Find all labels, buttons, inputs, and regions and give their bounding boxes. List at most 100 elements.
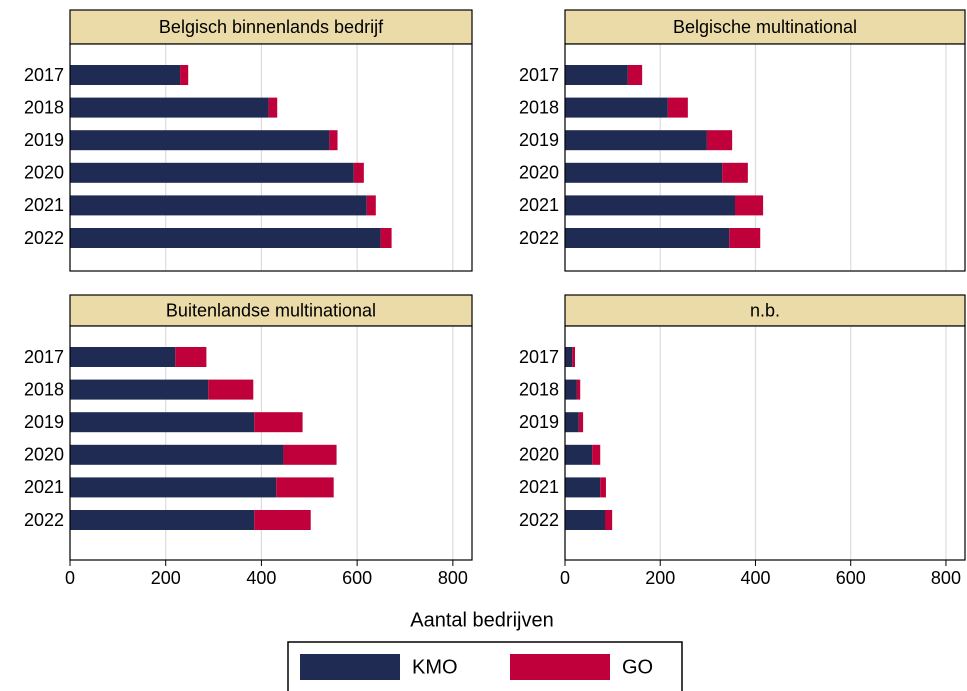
bar-segment bbox=[353, 162, 364, 183]
bar-segment bbox=[380, 228, 392, 248]
y-tick-label: 2017 bbox=[519, 347, 559, 367]
panel-header bbox=[564, 294, 966, 327]
bar-segment bbox=[70, 97, 269, 118]
x-tick-label: 600 bbox=[342, 568, 372, 588]
y-tick-label: 2019 bbox=[24, 130, 64, 150]
y-tick-label: 2019 bbox=[24, 412, 64, 432]
bar-segment bbox=[605, 510, 613, 530]
x-tick-label: 400 bbox=[246, 568, 276, 588]
bar-segment bbox=[366, 195, 376, 216]
x-tick-label: 800 bbox=[931, 568, 961, 588]
bar-segment bbox=[276, 477, 334, 498]
bar-segment bbox=[722, 162, 748, 183]
bar-segment bbox=[208, 379, 254, 400]
y-tick-label: 2020 bbox=[24, 163, 64, 183]
x-tick-label: 400 bbox=[740, 568, 770, 588]
bar-segment bbox=[268, 97, 278, 118]
bar-segment bbox=[565, 477, 601, 498]
bar-segment bbox=[565, 195, 735, 216]
y-tick-label: 2018 bbox=[24, 379, 64, 399]
bar-segment bbox=[565, 162, 723, 183]
bar-segment bbox=[627, 65, 643, 85]
plot-border bbox=[564, 325, 966, 561]
bar-segment bbox=[706, 130, 733, 151]
bar-segment bbox=[565, 510, 605, 530]
bar-segment bbox=[254, 510, 311, 530]
y-tick-label: 2017 bbox=[519, 65, 559, 85]
bar-segment bbox=[70, 162, 354, 183]
y-tick-label: 2019 bbox=[519, 412, 559, 432]
bar-segment bbox=[735, 195, 764, 216]
panel-title: n.b. bbox=[750, 300, 780, 320]
bar-segment bbox=[175, 347, 207, 367]
bar-segment bbox=[70, 65, 181, 85]
bar-segment bbox=[70, 510, 255, 530]
y-tick-label: 2019 bbox=[519, 130, 559, 150]
bar-segment bbox=[565, 130, 707, 151]
bar-segment bbox=[565, 412, 579, 433]
x-tick-label: 0 bbox=[65, 568, 75, 588]
y-tick-label: 2021 bbox=[519, 195, 559, 215]
bar-segment bbox=[592, 444, 601, 465]
bar-segment bbox=[600, 477, 606, 498]
legend-swatch bbox=[510, 654, 610, 680]
y-tick-label: 2020 bbox=[24, 445, 64, 465]
panel-header bbox=[69, 294, 473, 327]
bar-segment bbox=[180, 65, 189, 85]
y-tick-label: 2022 bbox=[24, 510, 64, 530]
bar-segment bbox=[70, 130, 330, 151]
bar-segment bbox=[70, 195, 367, 216]
bar-segment bbox=[70, 412, 255, 433]
bar-segment bbox=[565, 97, 668, 118]
panel-title: Belgische multinational bbox=[673, 17, 857, 37]
y-tick-label: 2018 bbox=[24, 97, 64, 117]
x-tick-label: 800 bbox=[438, 568, 468, 588]
bar-segment bbox=[254, 412, 303, 433]
bar-segment bbox=[565, 444, 593, 465]
y-tick-label: 2018 bbox=[519, 379, 559, 399]
legend-label: KMO bbox=[412, 656, 458, 678]
bar-segment bbox=[565, 347, 573, 367]
legend-label: GO bbox=[622, 656, 653, 678]
y-tick-label: 2018 bbox=[519, 97, 559, 117]
y-tick-label: 2022 bbox=[519, 228, 559, 248]
y-tick-label: 2021 bbox=[24, 477, 64, 497]
y-tick-label: 2020 bbox=[519, 445, 559, 465]
plot-border bbox=[564, 43, 966, 272]
y-tick-label: 2020 bbox=[519, 163, 559, 183]
panel-title: Belgisch binnenlands bedrijf bbox=[159, 17, 384, 37]
y-tick-label: 2022 bbox=[519, 510, 559, 530]
bar-segment bbox=[565, 379, 577, 400]
bar-segment bbox=[283, 444, 337, 465]
panel-title: Buitenlandse multinational bbox=[166, 300, 376, 320]
bar-segment bbox=[565, 228, 730, 248]
bar-segment bbox=[667, 97, 688, 118]
x-tick-label: 0 bbox=[560, 568, 570, 588]
bar-segment bbox=[729, 228, 761, 248]
y-tick-label: 2021 bbox=[24, 195, 64, 215]
bar-segment bbox=[70, 228, 381, 248]
bar-segment bbox=[572, 347, 575, 367]
legend-swatch bbox=[300, 654, 400, 680]
bar-segment bbox=[565, 65, 628, 85]
y-tick-label: 2022 bbox=[24, 228, 64, 248]
bar-segment bbox=[70, 379, 209, 400]
x-axis-label: Aantal bedrijven bbox=[410, 609, 553, 631]
x-tick-label: 200 bbox=[151, 568, 181, 588]
x-tick-label: 200 bbox=[645, 568, 675, 588]
bar-segment bbox=[329, 130, 338, 151]
bar-segment bbox=[70, 347, 176, 367]
y-tick-label: 2017 bbox=[24, 65, 64, 85]
bar-segment bbox=[70, 444, 284, 465]
bar-segment bbox=[578, 412, 584, 433]
bar-segment bbox=[576, 379, 581, 400]
x-tick-label: 600 bbox=[836, 568, 866, 588]
panel-header bbox=[69, 9, 473, 45]
y-tick-label: 2017 bbox=[24, 347, 64, 367]
plot-border bbox=[69, 43, 473, 272]
y-tick-label: 2021 bbox=[519, 477, 559, 497]
plot-border bbox=[69, 325, 473, 561]
plot-area bbox=[565, 326, 965, 560]
bar-segment bbox=[70, 477, 277, 498]
